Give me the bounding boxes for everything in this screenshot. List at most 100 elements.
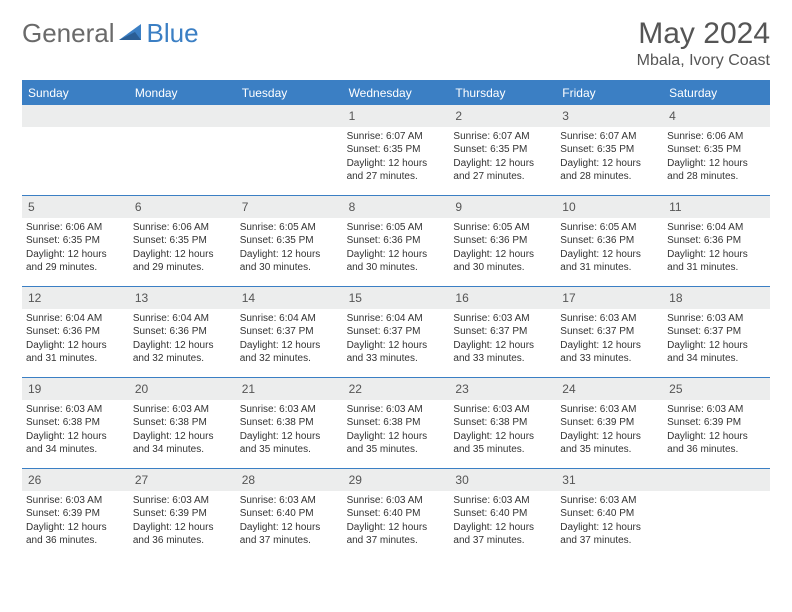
day-info: Sunrise: 6:03 AMSunset: 6:40 PMDaylight:… (347, 494, 446, 548)
sunset-text: Sunset: 6:36 PM (453, 234, 552, 248)
day-cell: 3Sunrise: 6:07 AMSunset: 6:35 PMDaylight… (556, 105, 663, 195)
day-cell: 28Sunrise: 6:03 AMSunset: 6:40 PMDayligh… (236, 469, 343, 559)
sunrise-text: Sunrise: 6:03 AM (667, 312, 766, 326)
sunrise-text: Sunrise: 6:03 AM (560, 312, 659, 326)
daylight-text: Daylight: 12 hours and 30 minutes. (347, 248, 446, 275)
sunrise-text: Sunrise: 6:03 AM (240, 494, 339, 508)
daynum-row: 30 (449, 469, 556, 491)
day-info: Sunrise: 6:04 AMSunset: 6:37 PMDaylight:… (347, 312, 446, 366)
day-cell: 31Sunrise: 6:03 AMSunset: 6:40 PMDayligh… (556, 469, 663, 559)
daylight-text: Daylight: 12 hours and 32 minutes. (240, 339, 339, 366)
day-number: 4 (669, 109, 676, 123)
dayname: Tuesday (236, 82, 343, 104)
day-cell: 10Sunrise: 6:05 AMSunset: 6:36 PMDayligh… (556, 196, 663, 286)
sunset-text: Sunset: 6:40 PM (560, 507, 659, 521)
day-cell: 1 Sunrise: 6:07 AMSunset: 6:35 PMDaylight… (343, 105, 450, 195)
sunrise-text: Sunrise: 6:05 AM (347, 221, 446, 235)
dayname: Sunday (22, 82, 129, 104)
day-info: Sunrise: 6:03 AMSunset: 6:39 PMDaylight:… (560, 403, 659, 457)
day-cell: 15Sunrise: 6:04 AMSunset: 6:37 PMDayligh… (343, 287, 450, 377)
day-number: 25 (669, 382, 682, 396)
sunset-text: Sunset: 6:38 PM (26, 416, 125, 430)
daylight-text: Daylight: 12 hours and 36 minutes. (667, 430, 766, 457)
daylight-text: Daylight: 12 hours and 31 minutes. (560, 248, 659, 275)
sunset-text: Sunset: 6:40 PM (453, 507, 552, 521)
daynum-row: 10 (556, 196, 663, 218)
sunrise-text: Sunrise: 6:06 AM (26, 221, 125, 235)
day-info: Sunrise: 6:05 AMSunset: 6:35 PMDaylight:… (240, 221, 339, 275)
day-number: 8 (349, 200, 356, 214)
daynum-row: 12 (22, 287, 129, 309)
sunset-text: Sunset: 6:38 PM (453, 416, 552, 430)
daynum-row: 27 (129, 469, 236, 491)
day-cell: 17Sunrise: 6:03 AMSunset: 6:37 PMDayligh… (556, 287, 663, 377)
day-number: 11 (669, 200, 681, 214)
sunset-text: Sunset: 6:36 PM (347, 234, 446, 248)
title-location: Mbala, Ivory Coast (637, 52, 770, 70)
sunrise-text: Sunrise: 6:03 AM (560, 494, 659, 508)
daylight-text: Daylight: 12 hours and 28 minutes. (667, 157, 766, 184)
sunrise-text: Sunrise: 6:05 AM (560, 221, 659, 235)
day-number: 12 (28, 291, 41, 305)
daylight-text: Daylight: 12 hours and 33 minutes. (453, 339, 552, 366)
daynum-row: 25 (663, 378, 770, 400)
day-cell (663, 469, 770, 559)
title-month: May 2024 (637, 18, 770, 50)
sunrise-text: Sunrise: 6:03 AM (133, 403, 232, 417)
day-info: Sunrise: 6:03 AMSunset: 6:39 PMDaylight:… (26, 494, 125, 548)
sunrise-text: Sunrise: 6:03 AM (26, 403, 125, 417)
sunset-text: Sunset: 6:35 PM (453, 143, 552, 157)
week-row: 26Sunrise: 6:03 AMSunset: 6:39 PMDayligh… (22, 468, 770, 559)
day-cell: 4Sunrise: 6:06 AMSunset: 6:35 PMDaylight… (663, 105, 770, 195)
daylight-text: Daylight: 12 hours and 34 minutes. (26, 430, 125, 457)
day-info: Sunrise: 6:06 AMSunset: 6:35 PMDaylight:… (26, 221, 125, 275)
day-number: 1 (349, 109, 356, 123)
day-cell (129, 105, 236, 195)
day-number: 2 (455, 109, 462, 123)
sunrise-text: Sunrise: 6:04 AM (26, 312, 125, 326)
daylight-text: Daylight: 12 hours and 32 minutes. (133, 339, 232, 366)
sunset-text: Sunset: 6:39 PM (667, 416, 766, 430)
sunset-text: Sunset: 6:36 PM (667, 234, 766, 248)
sunrise-text: Sunrise: 6:03 AM (26, 494, 125, 508)
day-info: Sunrise: 6:03 AMSunset: 6:39 PMDaylight:… (133, 494, 232, 548)
day-info: Sunrise: 6:04 AMSunset: 6:36 PMDaylight:… (667, 221, 766, 275)
sunrise-text: Sunrise: 6:05 AM (453, 221, 552, 235)
daylight-text: Daylight: 12 hours and 31 minutes. (667, 248, 766, 275)
sunrise-text: Sunrise: 6:04 AM (347, 312, 446, 326)
day-number: 21 (242, 382, 255, 396)
title-block: May 2024 Mbala, Ivory Coast (637, 18, 770, 70)
daynum-row (22, 105, 129, 127)
day-info: Sunrise: 6:07 AMSunset: 6:35 PMDaylight:… (347, 130, 446, 184)
sunrise-text: Sunrise: 6:03 AM (240, 403, 339, 417)
sunrise-text: Sunrise: 6:04 AM (240, 312, 339, 326)
header: General Blue May 2024 Mbala, Ivory Coast (22, 18, 770, 70)
daynum-row: 29 (343, 469, 450, 491)
daylight-text: Daylight: 12 hours and 27 minutes. (453, 157, 552, 184)
day-number (135, 109, 138, 123)
daynum-row: 24 (556, 378, 663, 400)
daynum-row: 21 (236, 378, 343, 400)
day-number: 17 (562, 291, 575, 305)
daynum-row: 26 (22, 469, 129, 491)
day-number: 20 (135, 382, 148, 396)
daylight-text: Daylight: 12 hours and 30 minutes. (240, 248, 339, 275)
day-number: 24 (562, 382, 575, 396)
daynum-row: 28 (236, 469, 343, 491)
sunrise-text: Sunrise: 6:04 AM (667, 221, 766, 235)
day-cell: 12Sunrise: 6:04 AMSunset: 6:36 PMDayligh… (22, 287, 129, 377)
daylight-text: Daylight: 12 hours and 37 minutes. (453, 521, 552, 548)
sunset-text: Sunset: 6:40 PM (347, 507, 446, 521)
day-info: Sunrise: 6:03 AMSunset: 6:40 PMDaylight:… (453, 494, 552, 548)
daynum-row: 31 (556, 469, 663, 491)
daynum-row: 17 (556, 287, 663, 309)
daynum-row: 1 (343, 105, 450, 127)
daynum-row: 19 (22, 378, 129, 400)
day-cell: 2Sunrise: 6:07 AMSunset: 6:35 PMDaylight… (449, 105, 556, 195)
dayname: Friday (556, 82, 663, 104)
day-number: 22 (349, 382, 362, 396)
day-cell: 30 Sunrise: 6:03 AMSunset: 6:40 PMDayligh… (449, 469, 556, 559)
day-cell: 20Sunrise: 6:03 AMSunset: 6:38 PMDayligh… (129, 378, 236, 468)
day-number: 9 (455, 200, 462, 214)
day-number: 3 (562, 109, 569, 123)
